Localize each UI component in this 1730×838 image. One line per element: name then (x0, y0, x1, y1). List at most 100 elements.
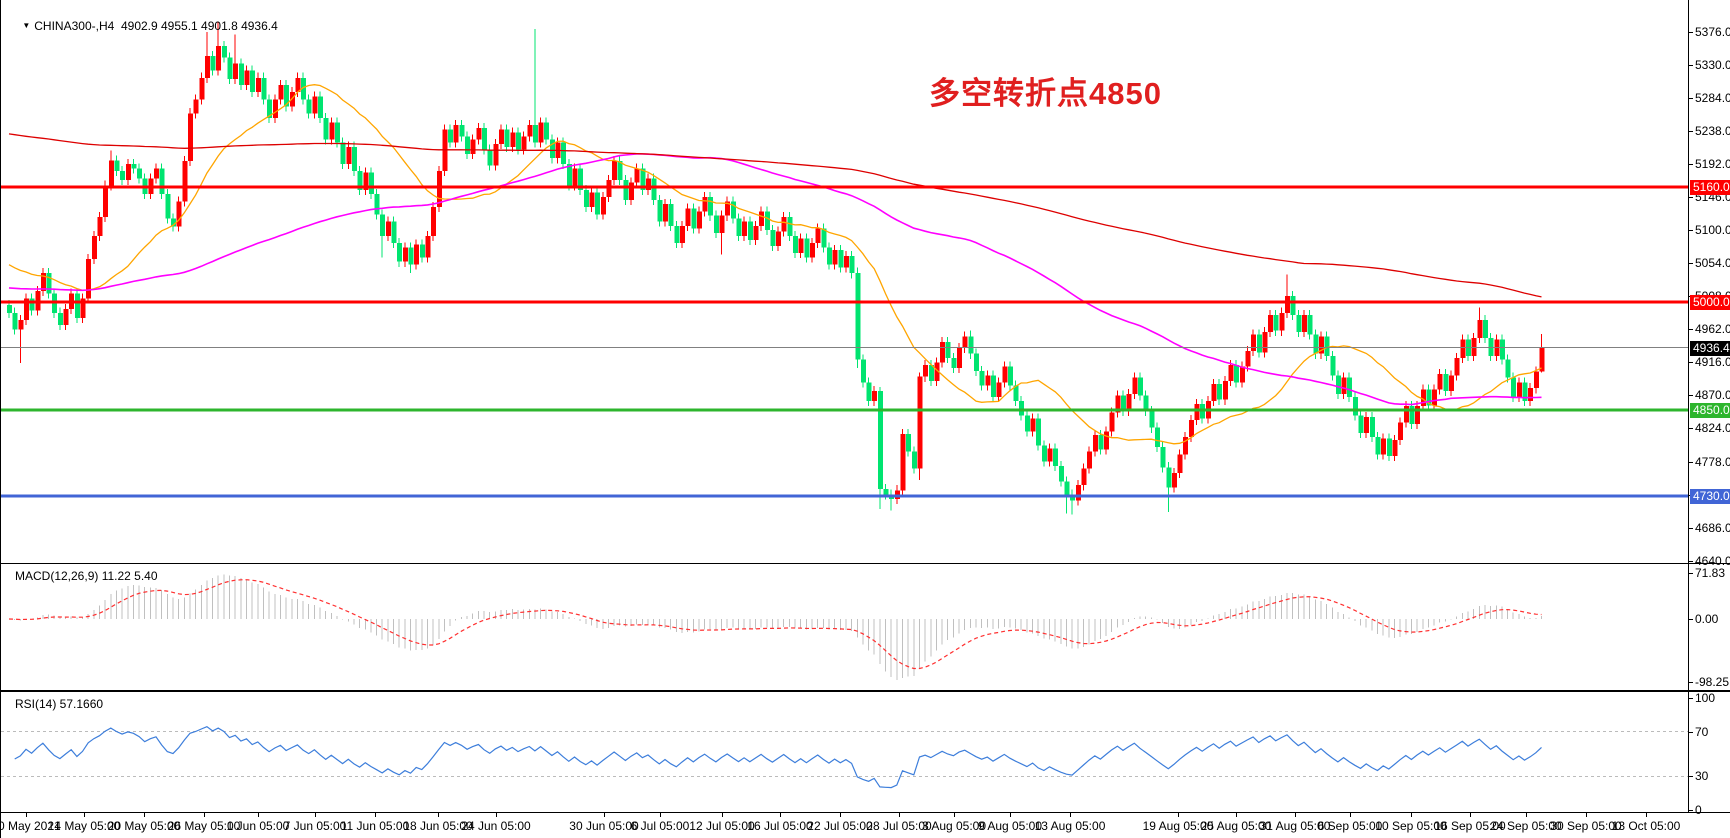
candle (589, 192, 595, 208)
time-axis-label: 16 Jul 05:00 (747, 819, 813, 833)
price-tick (1688, 31, 1693, 33)
ma-fast-line[interactable] (8, 84, 1542, 445)
candle (1217, 383, 1223, 400)
collapse-arrow-icon[interactable]: ▼ (22, 21, 31, 30)
candle (255, 77, 261, 93)
candle (301, 77, 307, 100)
candle (730, 201, 736, 219)
panel-separator[interactable] (1, 690, 1730, 691)
macd-chart-surface[interactable] (1, 564, 1688, 690)
ma-mid-line[interactable] (8, 153, 1542, 406)
candle (1149, 411, 1155, 428)
price-tick (1688, 130, 1693, 132)
candle (770, 230, 776, 246)
price-tick (1688, 527, 1693, 529)
candle (1211, 383, 1217, 402)
candle (674, 225, 680, 244)
candle (742, 221, 748, 236)
time-tick (1295, 813, 1296, 817)
candle (193, 99, 199, 114)
rsi-chart-surface[interactable] (1, 692, 1688, 812)
candle (900, 434, 906, 491)
candle (1194, 404, 1200, 420)
candle (1058, 465, 1064, 482)
candle (1324, 336, 1330, 356)
time-tick (722, 813, 723, 817)
candle (1239, 366, 1245, 383)
candle (759, 211, 765, 226)
candle (1443, 373, 1449, 392)
candle (176, 201, 182, 227)
candle (261, 77, 267, 100)
candle (617, 161, 623, 180)
candle (346, 146, 352, 164)
candle (459, 125, 465, 137)
candle (1279, 312, 1285, 331)
candle (877, 391, 883, 489)
rsi-axis-label: 30 (1695, 769, 1709, 784)
time-tick (496, 813, 497, 817)
time-tick (660, 813, 661, 817)
ohlc-readout: 4902.9 4955.1 4901.8 4936.4 (120, 19, 278, 33)
candle (334, 122, 340, 143)
candle (1171, 473, 1177, 488)
candle (1499, 339, 1505, 360)
candle (1188, 419, 1194, 438)
bid-price-badge: 4936.4 (1690, 340, 1730, 356)
time-axis-label: 11 Jun 05:00 (340, 819, 410, 833)
candle (1335, 375, 1341, 394)
time-tick (315, 813, 316, 817)
candle (1234, 365, 1240, 383)
candle (91, 235, 97, 259)
price-badge-4850.0: 4850.0 (1690, 402, 1730, 418)
candle (284, 84, 290, 107)
time-tick (1526, 813, 1527, 817)
candle (7, 304, 12, 313)
candle (600, 197, 606, 215)
candle (679, 225, 685, 244)
candle (708, 197, 714, 216)
candle (448, 129, 454, 143)
candle (1036, 418, 1042, 446)
candle (928, 365, 934, 382)
candle (866, 382, 872, 402)
candle (1511, 377, 1517, 397)
panel-separator[interactable] (1, 812, 1730, 813)
candle (883, 488, 889, 495)
candle (1251, 334, 1257, 351)
ma-slow-line[interactable] (8, 133, 1542, 298)
rsi-tick (1688, 776, 1693, 778)
candle (951, 358, 957, 369)
time-tick (258, 813, 259, 817)
time-axis-label: 1 Jun 05:00 (226, 819, 290, 833)
candle (1132, 377, 1138, 394)
candle (1482, 319, 1488, 338)
candle (1154, 427, 1160, 448)
candle (487, 149, 493, 166)
panel-separator[interactable] (1, 691, 1730, 692)
macd-indicator-label: MACD(12,26,9) 11.22 5.40 (15, 569, 158, 583)
candle (170, 218, 176, 227)
candle (736, 218, 742, 236)
candle (974, 353, 980, 371)
candle (1420, 389, 1426, 407)
candle (114, 160, 120, 172)
candle (532, 125, 538, 143)
candle (363, 172, 369, 190)
rsi-axis-label: 70 (1695, 724, 1709, 739)
time-tick (1411, 813, 1412, 817)
panel-separator[interactable] (1, 563, 1730, 564)
price-chart-surface[interactable] (1, 0, 1688, 563)
time-axis-label: 16 Sep 05:00 (1434, 819, 1506, 833)
candle (793, 235, 799, 254)
candle (1166, 467, 1172, 488)
time-tick (438, 813, 439, 817)
price-axis-label: 4778.0 (1695, 454, 1730, 469)
price-tick (1688, 64, 1693, 66)
candle (1092, 434, 1098, 452)
candle (165, 194, 171, 219)
candle (204, 56, 210, 78)
time-tick (144, 813, 145, 817)
candle (1318, 336, 1324, 354)
candle (996, 382, 1002, 397)
